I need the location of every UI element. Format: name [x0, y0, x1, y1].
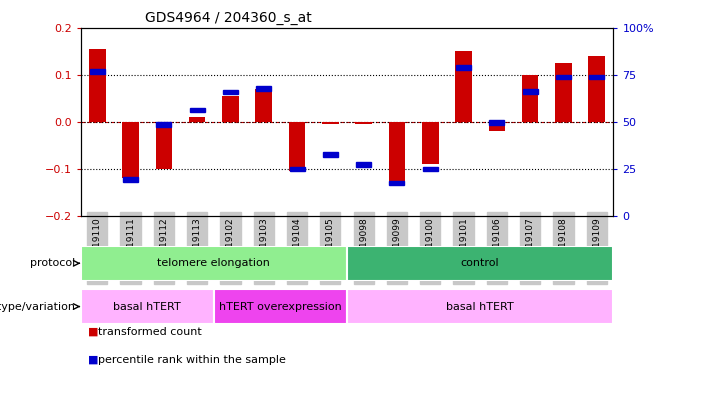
Text: basal hTERT: basal hTERT [447, 301, 514, 312]
Bar [555, 63, 572, 122]
Text: protocol: protocol [30, 258, 75, 268]
Bar [522, 75, 538, 122]
Text: transformed count: transformed count [98, 327, 202, 337]
Bar [156, 122, 171, 127]
Bar [123, 178, 138, 182]
Bar [489, 120, 504, 125]
Bar [556, 75, 571, 79]
Text: ■: ■ [88, 327, 98, 337]
Bar [422, 122, 439, 164]
Text: hTERT overexpression: hTERT overexpression [219, 301, 342, 312]
Bar [289, 122, 306, 171]
Bar [81, 246, 347, 281]
Bar [90, 69, 104, 74]
Bar [223, 90, 238, 94]
Bar [190, 108, 205, 112]
Bar [355, 122, 372, 124]
Bar [322, 122, 339, 124]
Bar [89, 49, 106, 122]
Bar [255, 89, 272, 122]
Text: GDS4964 / 204360_s_at: GDS4964 / 204360_s_at [144, 11, 311, 25]
Bar [347, 246, 613, 281]
Text: genotype/variation: genotype/variation [0, 301, 75, 312]
Bar [456, 65, 471, 70]
Bar [323, 152, 338, 157]
Bar [356, 162, 371, 167]
Bar [189, 117, 205, 122]
Bar [523, 89, 538, 94]
Text: percentile rank within the sample: percentile rank within the sample [98, 354, 286, 365]
Bar [489, 122, 505, 131]
Text: telomere elongation: telomere elongation [157, 258, 271, 268]
Bar [347, 289, 613, 324]
Bar [257, 86, 271, 91]
Bar [222, 96, 239, 122]
Bar [81, 289, 214, 324]
Text: control: control [461, 258, 500, 268]
Bar [390, 181, 404, 185]
Bar [122, 122, 139, 178]
Bar [590, 75, 604, 79]
Bar [423, 167, 437, 171]
Text: ■: ■ [88, 354, 98, 365]
Bar [290, 167, 304, 171]
Bar [214, 289, 347, 324]
Text: basal hTERT: basal hTERT [114, 301, 181, 312]
Bar [588, 56, 605, 122]
Bar [156, 122, 172, 169]
Bar [388, 122, 405, 183]
Bar [455, 51, 472, 122]
